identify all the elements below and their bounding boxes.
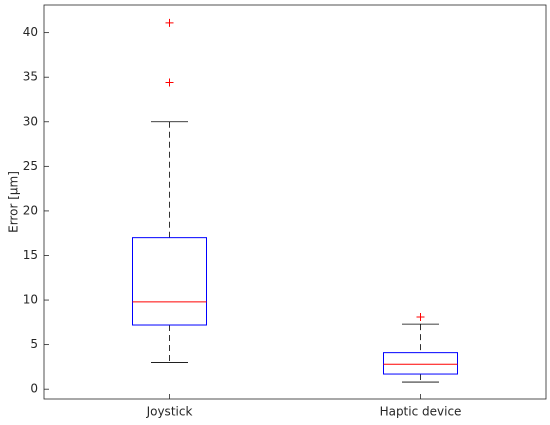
y-tick-label: 5: [30, 337, 38, 351]
plot-frame: [43, 4, 547, 400]
outlier: [416, 312, 425, 321]
y-tick-label: 20: [23, 203, 38, 217]
y-tick-label: 30: [23, 114, 38, 128]
y-tick-label: 10: [23, 293, 38, 307]
y-tick-label: 15: [23, 248, 38, 262]
box: [132, 237, 207, 326]
x-tick-label: Haptic device: [380, 405, 462, 419]
y-tick-label: 0: [30, 382, 38, 396]
outlier: [165, 18, 174, 27]
y-tick-label: 40: [23, 25, 38, 39]
outlier: [165, 78, 174, 87]
y-tick-label: 25: [23, 159, 38, 173]
x-tick-label: Joystick: [146, 405, 193, 419]
y-axis-label: Error [µm]: [7, 171, 21, 233]
box: [383, 352, 458, 375]
y-tick-label: 35: [23, 70, 38, 84]
